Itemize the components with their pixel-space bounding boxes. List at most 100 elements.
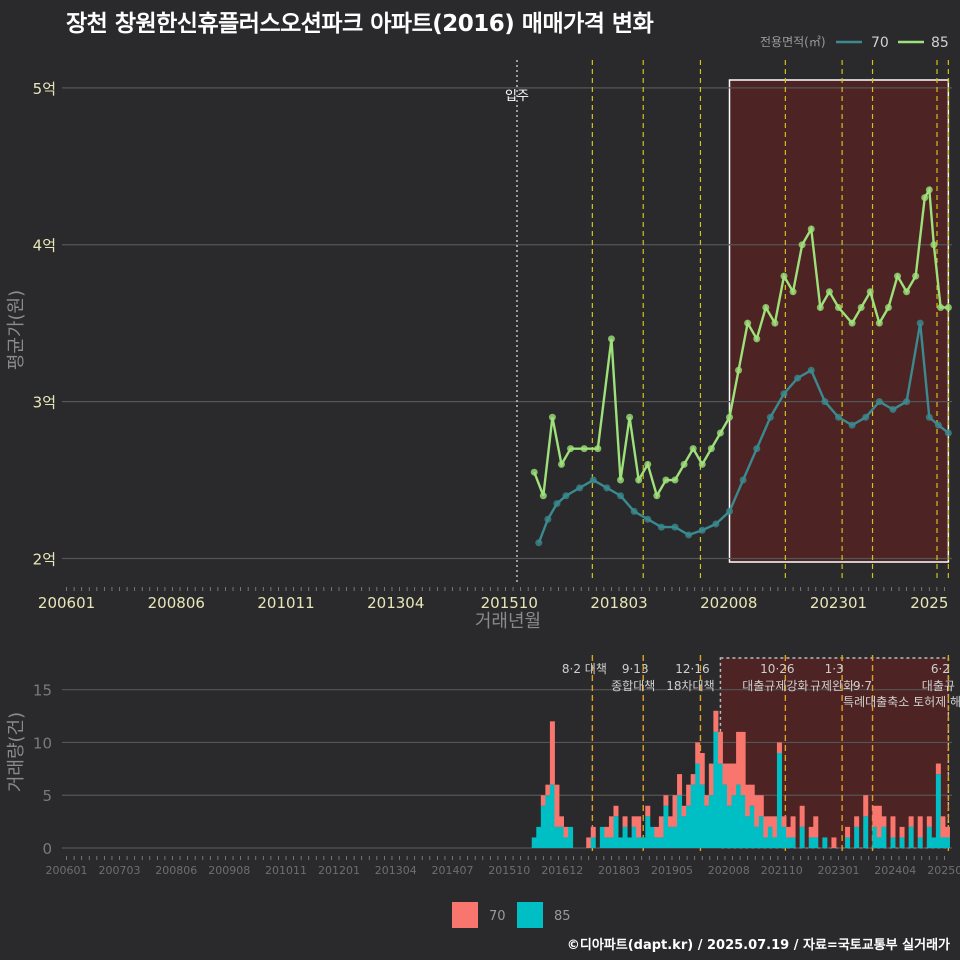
- series-point-85-34: [857, 303, 865, 311]
- bar-85-2: [540, 805, 546, 848]
- x-tick-label-8: 2025: [910, 594, 948, 612]
- bar-85-33: [699, 784, 705, 848]
- series-point-70-8: [630, 507, 638, 515]
- bar-85-48: [767, 826, 773, 848]
- series-point-70-14: [712, 520, 720, 528]
- bar-x-tick-label-8: 201510: [488, 864, 530, 877]
- bar-y-tick-label-1: 5: [42, 787, 52, 805]
- bar-85-73: [944, 837, 950, 848]
- bar-x-tick-label-1: 200703: [99, 864, 141, 877]
- bar-85-18: [631, 826, 637, 848]
- bar-70-40: [731, 763, 737, 796]
- series-point-85-18: [707, 445, 715, 453]
- bar-x-tick-label-15: 202404: [874, 864, 916, 877]
- series-point-85-24: [762, 303, 770, 311]
- series-point-85-43: [930, 241, 938, 249]
- policy-label-bottom-5: 9·7: [853, 679, 872, 693]
- bar-85-17: [627, 837, 633, 848]
- x-tick-label-0: 200601: [38, 594, 95, 612]
- policy-label-top-4: 1·3: [825, 662, 844, 676]
- bar-70-54: [799, 805, 805, 827]
- move-in-label: 입주: [505, 89, 529, 104]
- series-point-85-23: [753, 335, 761, 343]
- bar-70-13: [608, 816, 614, 838]
- series-point-70-26: [875, 398, 883, 406]
- bar-85-5: [554, 826, 560, 848]
- x-tick-label-4: 201510: [481, 594, 538, 612]
- bar-70-33: [699, 753, 705, 785]
- policy-label-top-2: 12·16: [675, 662, 709, 676]
- bar-85-23: [654, 837, 660, 848]
- series-point-85-16: [689, 445, 697, 453]
- bar-85-65: [890, 837, 896, 848]
- y-tick-label-0: 2억: [33, 550, 56, 568]
- bar-70-67: [908, 816, 914, 827]
- series-point-85-19: [716, 429, 724, 437]
- y-tick-label-3: 5억: [33, 80, 56, 98]
- bar-x-tick-label-12: 202008: [708, 864, 750, 877]
- bar-85-56: [813, 837, 819, 848]
- bar-70-42: [740, 731, 746, 796]
- series-point-70-2: [553, 500, 561, 508]
- series-point-85-25: [771, 319, 779, 327]
- series-point-85-40: [912, 272, 920, 280]
- series-point-85-33: [848, 319, 856, 327]
- bar-70-56: [813, 816, 819, 838]
- series-point-85-9: [626, 413, 634, 421]
- bar-70-51: [781, 816, 787, 827]
- bar-85-64: [881, 826, 887, 848]
- bar-70-69: [926, 816, 932, 827]
- series-point-85-5: [580, 445, 588, 453]
- bar-85-62: [872, 826, 878, 848]
- bar-70-47: [763, 816, 769, 838]
- series-point-85-21: [735, 366, 743, 374]
- bar-70-62: [872, 805, 878, 827]
- bar-85-34: [704, 805, 710, 848]
- series-point-85-30: [816, 303, 824, 311]
- bar-70-18: [631, 816, 637, 827]
- x-tick-label-7: 202301: [810, 594, 867, 612]
- series-point-85-20: [726, 413, 733, 421]
- bar-70-39: [727, 763, 732, 806]
- bar-legend-label-85: 85: [554, 909, 571, 924]
- bar-70-28: [677, 774, 683, 796]
- bar-x-tick-label-4: 201011: [265, 864, 307, 877]
- bar-85-7: [563, 837, 569, 848]
- series-point-70-28: [903, 398, 911, 406]
- policy-label-top-0: 8·2 대책: [562, 661, 607, 676]
- policy-label-top-6: 6·2: [931, 662, 950, 676]
- bar-70-25: [663, 795, 669, 806]
- x-tick-label-2: 201011: [257, 594, 314, 612]
- bar-85-53: [790, 837, 796, 848]
- series-point-85-26: [780, 272, 788, 280]
- bar-x-tick-label-2: 200806: [155, 864, 197, 877]
- series-point-85-22: [744, 319, 752, 327]
- bar-70-6: [558, 816, 564, 827]
- bar-85-38: [722, 784, 728, 848]
- series-point-85-36: [875, 319, 883, 327]
- series-point-85-2: [548, 413, 556, 421]
- bar-85-15: [618, 837, 624, 848]
- series-point-70-12: [685, 531, 693, 539]
- bar-y-tick-label-0: 0: [42, 840, 52, 858]
- bar-70-60: [854, 816, 860, 827]
- series-point-85-27: [789, 288, 797, 296]
- credit-text: ©디아파트(dapt.kr) / 2025.07.19 / 자료=국토교통부 실…: [566, 938, 950, 953]
- series-point-70-6: [603, 484, 611, 492]
- bar-70-49: [772, 816, 778, 838]
- bar-70-23: [654, 826, 660, 838]
- bar-85-0: [531, 837, 537, 848]
- bar-x-tick-label-3: 200908: [208, 864, 250, 877]
- bar-85-20: [640, 837, 646, 848]
- series-point-85-14: [671, 476, 679, 484]
- bar-85-30: [686, 805, 692, 848]
- bar-85-37: [717, 763, 723, 848]
- bar-85-8: [568, 826, 574, 848]
- series-point-85-38: [894, 272, 902, 280]
- series-point-70-15: [726, 507, 733, 515]
- bar-85-26: [667, 826, 673, 848]
- bar-70-4: [549, 721, 555, 785]
- policy-label-bottom-1: 종합대책: [611, 678, 655, 693]
- bar-85-29: [681, 816, 687, 848]
- bar-x-tick-label-7: 201407: [432, 864, 474, 877]
